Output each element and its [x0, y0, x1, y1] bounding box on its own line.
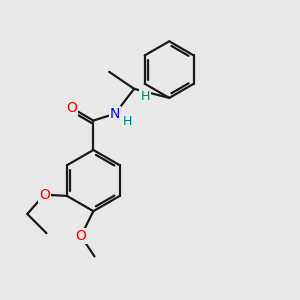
Text: O: O: [39, 188, 50, 202]
Text: O: O: [76, 229, 86, 243]
Text: H: H: [123, 115, 132, 128]
Text: N: N: [110, 107, 120, 121]
Text: H: H: [140, 90, 150, 103]
Text: O: O: [66, 101, 77, 115]
